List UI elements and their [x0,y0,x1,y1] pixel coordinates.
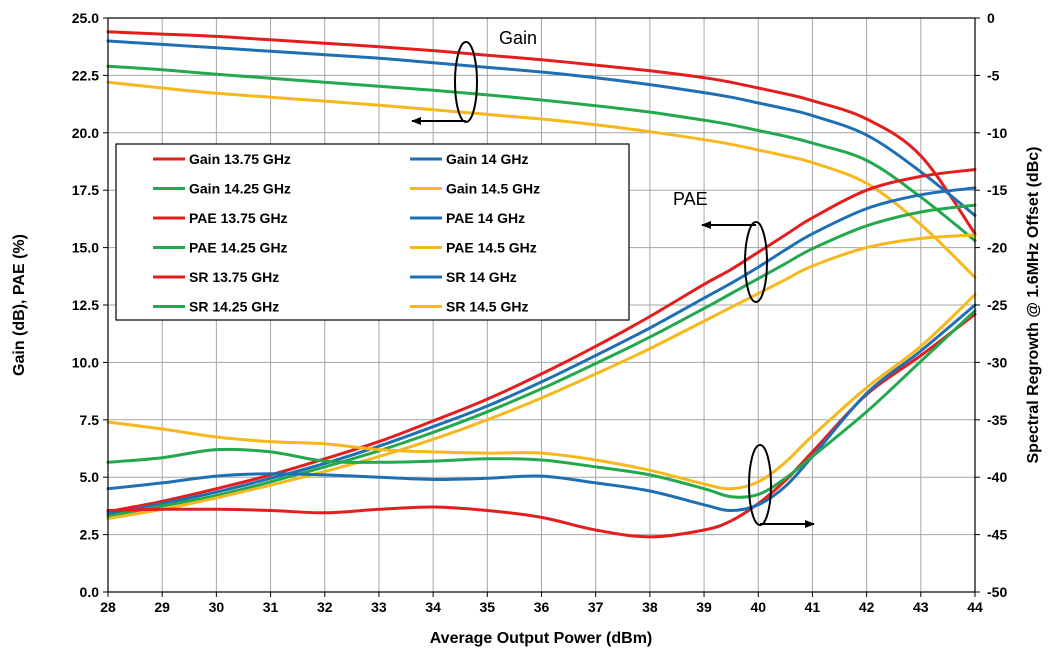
annotations: Gain PAE [411,28,815,528]
annotation-pae-label: PAE [673,189,708,209]
x-ticks: 28 29 30 31 32 33 34 35 36 37 38 39 40 41 42 43 44 [100,592,983,615]
y-right-tick-label: -50 [987,584,1007,600]
y-left-tick-label: 7.5 [80,412,100,428]
y-left-tick-label: 5.0 [80,469,100,485]
y-right-tick-label: -35 [987,412,1007,428]
y-left-tick-label: 12.5 [72,297,99,313]
y-right-tick-label: -30 [987,354,1007,370]
y-right-tick-label: -10 [987,125,1007,141]
x-tick-label: 33 [371,599,387,615]
y-left-tick-label: 0.0 [80,584,100,600]
series-line-sr-13-75-ghz [106,312,977,539]
y-right-tick-label: -25 [987,297,1007,313]
y-right-tick-label: -45 [987,527,1007,543]
x-tick-label: 42 [859,599,875,615]
series-line-sr-14-25-ghz [106,309,977,499]
legend-label: Gain 14.5 GHz [446,181,540,197]
series-line-gain-14-5-ghz [106,80,977,279]
x-tick-label: 35 [480,599,496,615]
x-tick-label: 44 [967,599,983,615]
annotation-gain-label: Gain [499,28,537,48]
legend-label: Gain 13.75 GHz [189,151,291,167]
y-left-ticks: 0.0 2.5 5.0 7.5 10.0 12.5 15.0 17.5 20.0 22.5 25.0 [72,10,108,600]
legend-label: SR 14.5 GHz [446,299,528,315]
y-right-ticks: 0 -5 -10 -15 -20 -25 -30 -35 -40 -45 -50 [975,10,1007,600]
legend: Gain 13.75 GHz Gain 14 GHz Gain 14.25 GHz G… [115,143,630,321]
y-left-axis-title: Gain (dB), PAE (%) [11,234,28,376]
y-right-axis-title: Spectral Regrowth @ 1.6MHz Offset (dBc) [1025,147,1042,464]
x-tick-label: 31 [263,599,279,615]
y-left-tick-label: 25.0 [72,10,99,26]
series-line-pae-14-25-ghz [106,203,977,518]
y-right-tick-label: 0 [987,10,995,26]
x-tick-label: 40 [750,599,766,615]
x-tick-label: 29 [154,599,170,615]
series-line-gain-14-ghz [106,39,977,217]
series-layer [106,30,977,539]
series-line-pae-14-ghz [106,186,977,516]
y-right-tick-label: -20 [987,240,1007,256]
y-left-tick-label: 22.5 [72,67,99,83]
x-axis-title: Average Output Power (dBm) [430,630,653,647]
series-line-sr-14-5-ghz [106,293,977,491]
legend-label: SR 14 GHz [446,269,517,285]
x-tick-label: 39 [696,599,712,615]
legend-label: PAE 14.25 GHz [189,240,288,256]
y-right-tick-label: -5 [987,67,1000,83]
x-tick-label: 30 [209,599,225,615]
y-right-tick-label: -40 [987,469,1007,485]
legend-label: SR 13.75 GHz [189,269,279,285]
legend-label: Gain 14 GHz [446,151,528,167]
y-left-tick-label: 20.0 [72,125,99,141]
series-line-gain-14-25-ghz [106,64,977,243]
series-line-gain-13-75-ghz [106,30,977,236]
series-line-sr-14-ghz [106,303,977,512]
annotation-pae-ellipse [744,221,768,303]
x-tick-label: 38 [642,599,658,615]
y-left-tick-label: 17.5 [72,182,99,198]
legend-label: PAE 14.5 GHz [446,240,537,256]
series-line-pae-14-5-ghz [106,233,977,520]
y-left-tick-label: 10.0 [72,354,99,370]
legend-label: PAE 14 GHz [446,210,525,226]
legend-label: PAE 13.75 GHz [189,210,288,226]
x-tick-label: 43 [913,599,929,615]
legend-label: SR 14.25 GHz [189,299,279,315]
legend-box [115,143,630,321]
y-left-tick-label: 2.5 [80,527,100,543]
y-right-tick-label: -15 [987,182,1007,198]
x-tick-label: 41 [805,599,821,615]
x-tick-label: 34 [425,599,441,615]
legend-label: Gain 14.25 GHz [189,181,291,197]
x-tick-label: 28 [100,599,116,615]
x-tick-label: 36 [534,599,550,615]
x-tick-label: 32 [317,599,333,615]
y-left-tick-label: 15.0 [72,240,99,256]
x-tick-label: 37 [588,599,604,615]
